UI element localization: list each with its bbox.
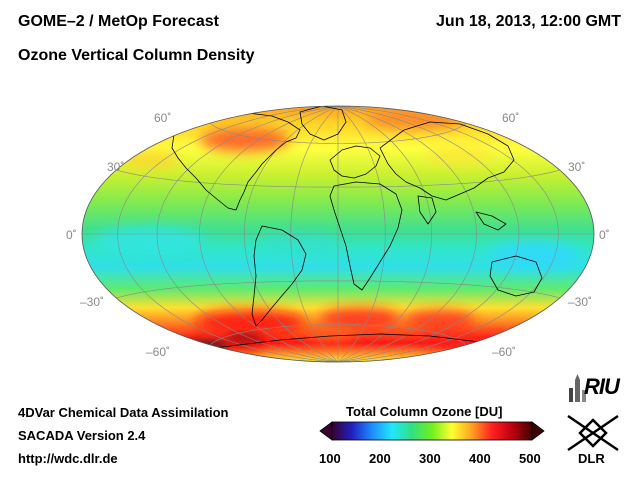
colorbar-tick-400: 400 bbox=[469, 451, 491, 466]
product-title: GOME–2 / MetOp Forecast bbox=[18, 13, 219, 30]
sea-islands-outline bbox=[475, 211, 507, 231]
colorbar-tick-300: 300 bbox=[419, 451, 441, 466]
footer-method: 4DVar Chemical Data Assimilation bbox=[18, 405, 229, 420]
north-america-outline bbox=[171, 111, 301, 211]
quantity-title: Ozone Vertical Column Density bbox=[18, 47, 255, 64]
meridian-line bbox=[199, 106, 339, 362]
lat-label-60n-right: 60˚ bbox=[502, 111, 520, 125]
colorbar-tick-100: 100 bbox=[319, 451, 341, 466]
datetime-label: Jun 18, 2013, 12:00 GMT bbox=[436, 13, 621, 30]
lat-label-60s-left: –60˚ bbox=[146, 345, 171, 359]
meridian-line bbox=[337, 106, 520, 362]
antarctica-outline bbox=[179, 333, 541, 362]
colorbar-tick-500: 500 bbox=[519, 451, 541, 466]
riu-logo-text: RIU bbox=[584, 374, 620, 399]
colorbar bbox=[319, 421, 545, 441]
south-america-outline bbox=[251, 225, 307, 327]
meridian-line bbox=[156, 106, 339, 362]
greenland-outline bbox=[299, 106, 347, 141]
dlr-emblem-icon bbox=[567, 414, 619, 452]
colorbar-low-arrow bbox=[319, 421, 333, 441]
australia-outline bbox=[489, 255, 543, 297]
dlr-logo-text: DLR bbox=[578, 451, 605, 466]
riu-logo: RIU bbox=[566, 374, 628, 404]
asia-outline bbox=[379, 121, 515, 201]
colorbar-tick-200: 200 bbox=[369, 451, 391, 466]
colorbar-title: Total Column Ozone [DU] bbox=[346, 404, 503, 419]
meridian-line bbox=[290, 106, 339, 362]
lat-label-eq-right: 0˚ bbox=[599, 228, 610, 242]
footer-url: http://wdc.dlr.de bbox=[18, 451, 118, 466]
ozone-field bbox=[82, 106, 594, 362]
lat-label-eq-left: 0˚ bbox=[66, 228, 77, 242]
india-outline bbox=[417, 195, 437, 225]
africa-outline bbox=[329, 181, 403, 291]
lat-label-30s-right: –30˚ bbox=[568, 295, 593, 309]
globe-border bbox=[81, 105, 595, 363]
lat-label-30n-left: 30˚ bbox=[107, 160, 125, 174]
meridian-line bbox=[243, 106, 339, 362]
dlr-logo: DLR bbox=[566, 414, 620, 466]
meridian-line bbox=[337, 106, 477, 362]
graticule bbox=[82, 106, 594, 362]
lat-label-60n-left: 60˚ bbox=[154, 111, 172, 125]
meridian-line bbox=[117, 106, 339, 362]
colorbar-ramp bbox=[331, 421, 533, 441]
colorbar-high-arrow bbox=[531, 421, 545, 441]
europe-outline bbox=[329, 145, 381, 179]
meridian-line bbox=[337, 106, 433, 362]
footer-version: SACADA Version 2.4 bbox=[18, 428, 146, 443]
coastlines bbox=[171, 106, 543, 362]
lat-label-60s-right: –60˚ bbox=[492, 345, 517, 359]
riu-tower-icon bbox=[569, 374, 586, 402]
lat-label-30n-right: 30˚ bbox=[568, 160, 586, 174]
meridian-line bbox=[337, 106, 559, 362]
lat-label-30s-left: –30˚ bbox=[80, 295, 105, 309]
meridian-line bbox=[337, 106, 386, 362]
